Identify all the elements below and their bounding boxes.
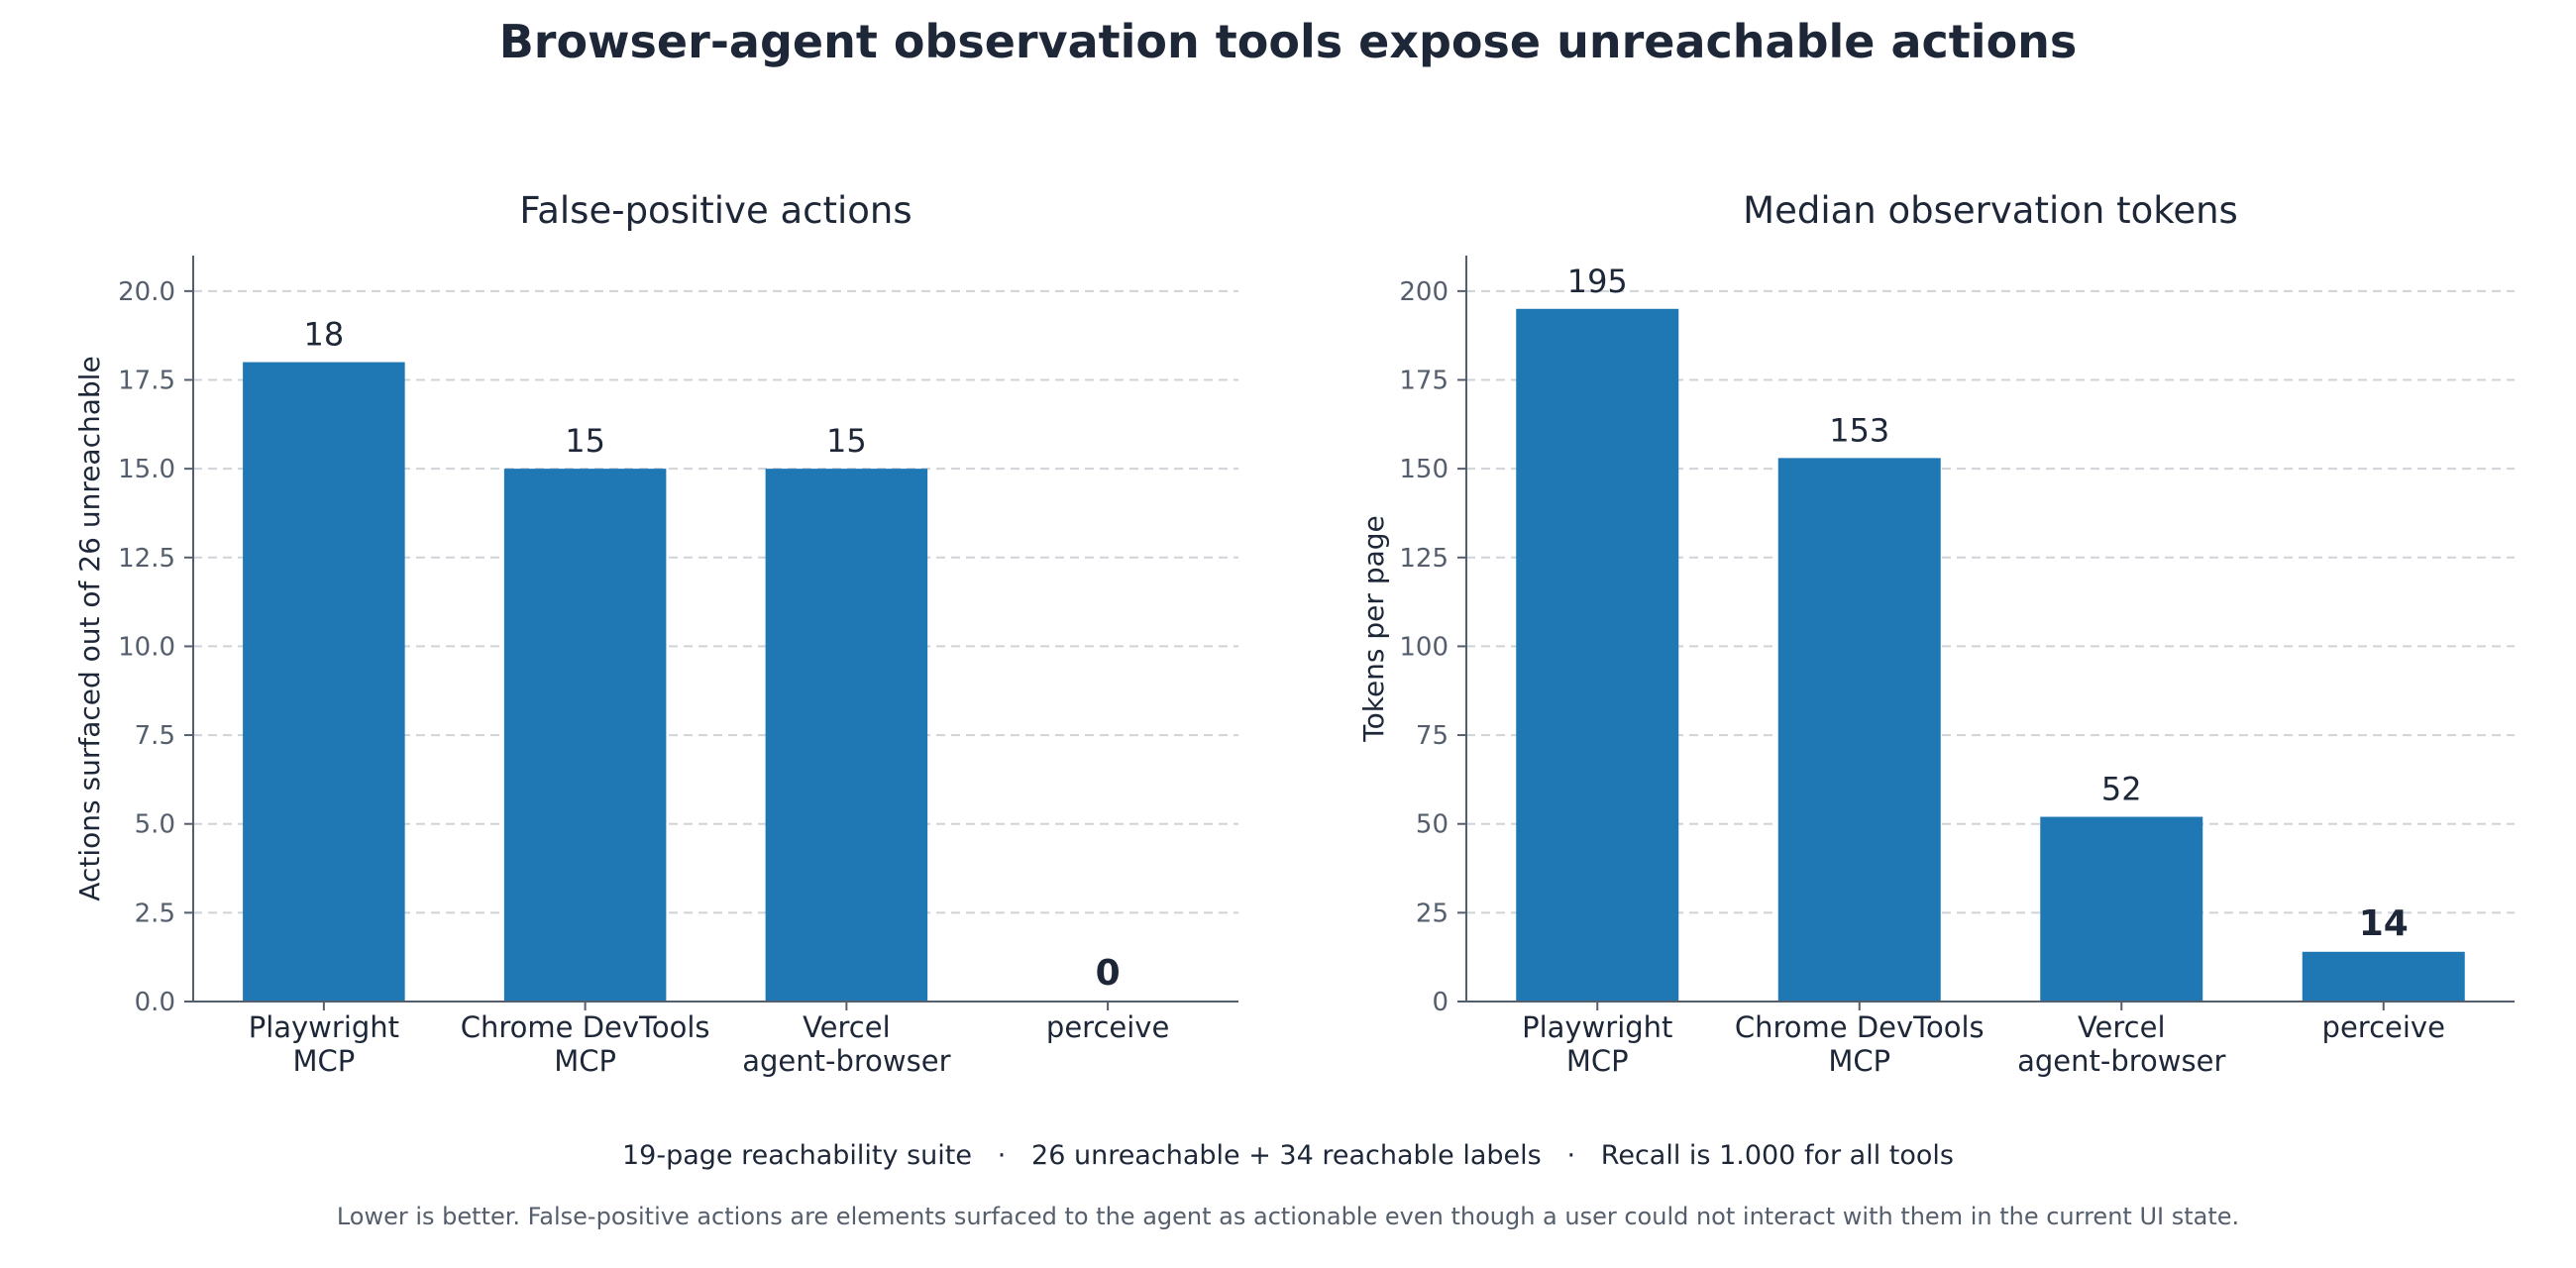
figure-title: Browser-agent observation tools expose u… xyxy=(499,15,2078,68)
panel-title: Median observation tokens xyxy=(1743,189,2238,232)
bar xyxy=(765,469,928,1003)
data-label: 195 xyxy=(1567,263,1628,300)
ytick-label: 0 xyxy=(1432,988,1449,1017)
ytick-label: 75 xyxy=(1416,721,1449,751)
panel-title: False-positive actions xyxy=(519,189,912,232)
y-axis-label: Tokens per page xyxy=(1357,515,1390,743)
ytick-label: 100 xyxy=(1399,632,1449,662)
bar xyxy=(1777,458,1941,1002)
xtick-label: Chrome DevTools MCP xyxy=(1735,1010,1985,1078)
ytick-label: 200 xyxy=(1399,277,1449,307)
xtick-label: Vercel agent-browser xyxy=(2017,1010,2225,1078)
bar xyxy=(243,362,405,1003)
xtick-label: Chrome DevTools MCP xyxy=(461,1010,710,1078)
ytick-label: 175 xyxy=(1399,367,1449,396)
ytick-label: 50 xyxy=(1416,810,1449,840)
xtick-label: Vercel agent-browser xyxy=(742,1010,950,1078)
data-label: 0 xyxy=(1096,953,1121,994)
bar xyxy=(1516,308,1679,1002)
xtick-label: Playwright MCP xyxy=(1522,1010,1672,1078)
data-label: 14 xyxy=(2359,903,2409,944)
ytick-label: 25 xyxy=(1416,898,1449,928)
median-tokens-panel: Median observation tokens 0 25 50 75 100 125 15… xyxy=(1357,189,2515,1078)
ytick-label: 150 xyxy=(1399,455,1449,484)
ytick-label: 12.5 xyxy=(118,544,175,574)
ytick-label: 20.0 xyxy=(118,277,175,307)
ytick-label: 0.0 xyxy=(135,988,175,1017)
ytick-label: 2.5 xyxy=(135,898,175,928)
bar xyxy=(503,469,667,1003)
data-label: 153 xyxy=(1829,411,1889,449)
bar xyxy=(2302,951,2465,1002)
ytick-label: 7.5 xyxy=(135,721,175,751)
data-label: 15 xyxy=(565,422,605,460)
false-positive-actions-panel: False-positive actions 0.0 2.5 5.0 7.5 10.0 12… xyxy=(73,189,1238,1078)
xtick-label: perceive xyxy=(2322,1010,2445,1044)
data-label: 52 xyxy=(2101,771,2142,808)
xtick-label: perceive xyxy=(1046,1010,1169,1044)
ytick-label: 5.0 xyxy=(135,810,175,840)
y-axis-label: Actions surfaced out of 26 unreachable xyxy=(73,356,106,900)
ytick-label: 10.0 xyxy=(118,632,175,662)
data-label: 15 xyxy=(826,422,867,460)
footer-note: Lower is better. False-positive actions … xyxy=(337,1203,2239,1230)
footer-summary: 19-page reachability suite · 26 unreacha… xyxy=(622,1140,1954,1171)
bar xyxy=(2040,816,2203,1002)
ytick-label: 125 xyxy=(1399,544,1449,574)
ytick-label: 15.0 xyxy=(118,455,175,484)
xtick-label: Playwright MCP xyxy=(249,1010,399,1078)
data-label: 18 xyxy=(304,316,345,354)
ytick-label: 17.5 xyxy=(118,367,175,396)
